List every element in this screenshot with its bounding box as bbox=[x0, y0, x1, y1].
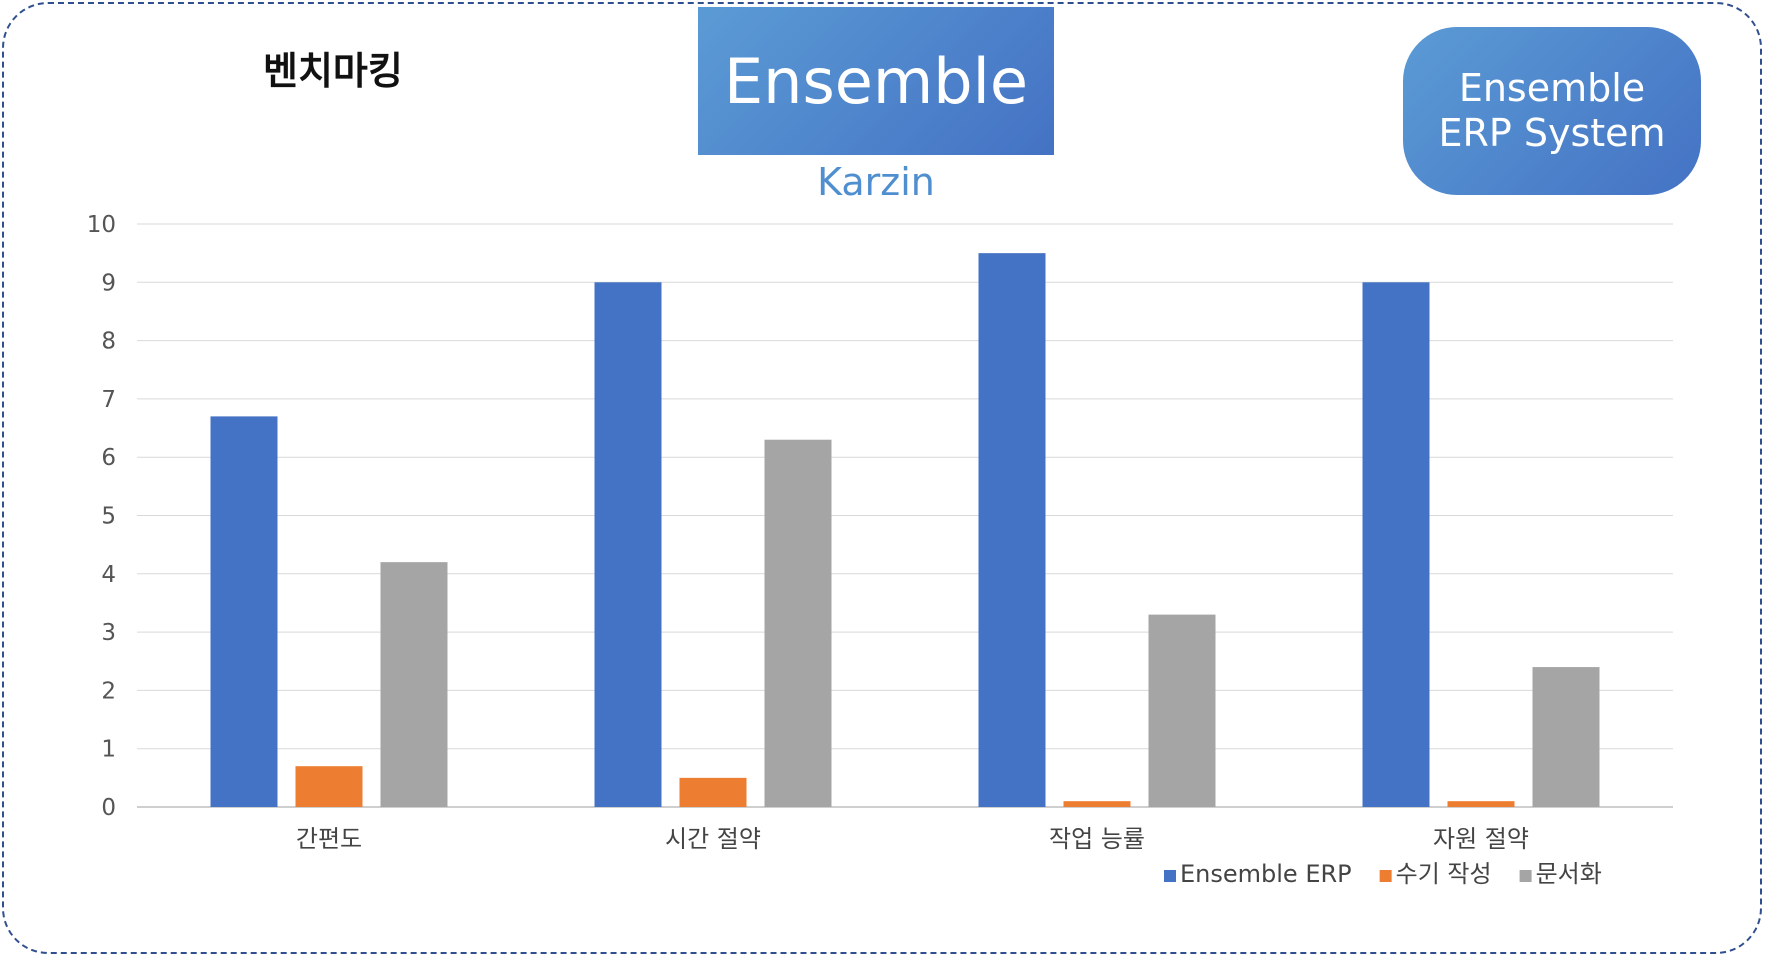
bar bbox=[210, 416, 278, 807]
section-title: 벤치마킹 bbox=[263, 49, 403, 93]
x-category-label: 자원 절약 bbox=[1433, 825, 1529, 853]
y-tick-label: 2 bbox=[101, 678, 116, 704]
bar bbox=[594, 282, 662, 807]
legend-swatch bbox=[1164, 870, 1176, 882]
bar bbox=[679, 777, 747, 807]
bars bbox=[210, 253, 1600, 807]
legend-label: 수기 작성 bbox=[1396, 860, 1492, 888]
y-tick-label: 7 bbox=[101, 387, 116, 413]
bar bbox=[978, 253, 1046, 807]
legend: Ensemble ERP 수기 작성 문서화 bbox=[1164, 860, 1602, 888]
system-badge-line2: ERP System bbox=[1438, 111, 1666, 155]
y-tick-label: 10 bbox=[87, 212, 116, 238]
bar bbox=[764, 439, 832, 807]
y-tick-label: 0 bbox=[101, 795, 116, 821]
bar bbox=[1362, 282, 1430, 807]
bar bbox=[1447, 801, 1515, 807]
system-badge: Ensemble ERP System bbox=[1403, 27, 1701, 195]
brand-subtitle: Karzin bbox=[817, 160, 935, 204]
system-badge-line1: Ensemble bbox=[1458, 66, 1646, 111]
bar bbox=[1063, 801, 1131, 807]
grid-lines bbox=[137, 223, 1673, 808]
brand-logo-box: Ensemble bbox=[698, 7, 1054, 155]
y-tick-label: 9 bbox=[101, 270, 116, 296]
y-axis-ticks: 0 1 2 3 4 5 6 7 8 9 10 bbox=[87, 212, 116, 821]
y-tick-label: 4 bbox=[101, 562, 116, 588]
legend-swatch bbox=[1379, 870, 1392, 882]
brand-name: Ensemble bbox=[723, 44, 1029, 118]
y-tick-label: 3 bbox=[101, 620, 116, 646]
y-tick-label: 5 bbox=[101, 504, 116, 530]
legend-label: Ensemble ERP bbox=[1180, 860, 1352, 888]
y-tick-label: 1 bbox=[101, 737, 116, 763]
x-category-label: 시간 절약 bbox=[665, 825, 761, 853]
x-category-label: 간편도 bbox=[296, 825, 362, 853]
bar bbox=[380, 562, 448, 807]
legend-swatch bbox=[1519, 870, 1532, 882]
bar bbox=[295, 766, 363, 807]
x-category-label: 작업 능률 bbox=[1049, 825, 1145, 853]
y-tick-label: 8 bbox=[101, 329, 116, 355]
x-axis-labels: 간편도 시간 절약 작업 능률 자원 절약 bbox=[296, 825, 1529, 853]
legend-label: 문서화 bbox=[1536, 860, 1602, 888]
y-tick-label: 6 bbox=[101, 445, 116, 471]
bar bbox=[1532, 667, 1600, 807]
bar bbox=[1148, 614, 1216, 807]
